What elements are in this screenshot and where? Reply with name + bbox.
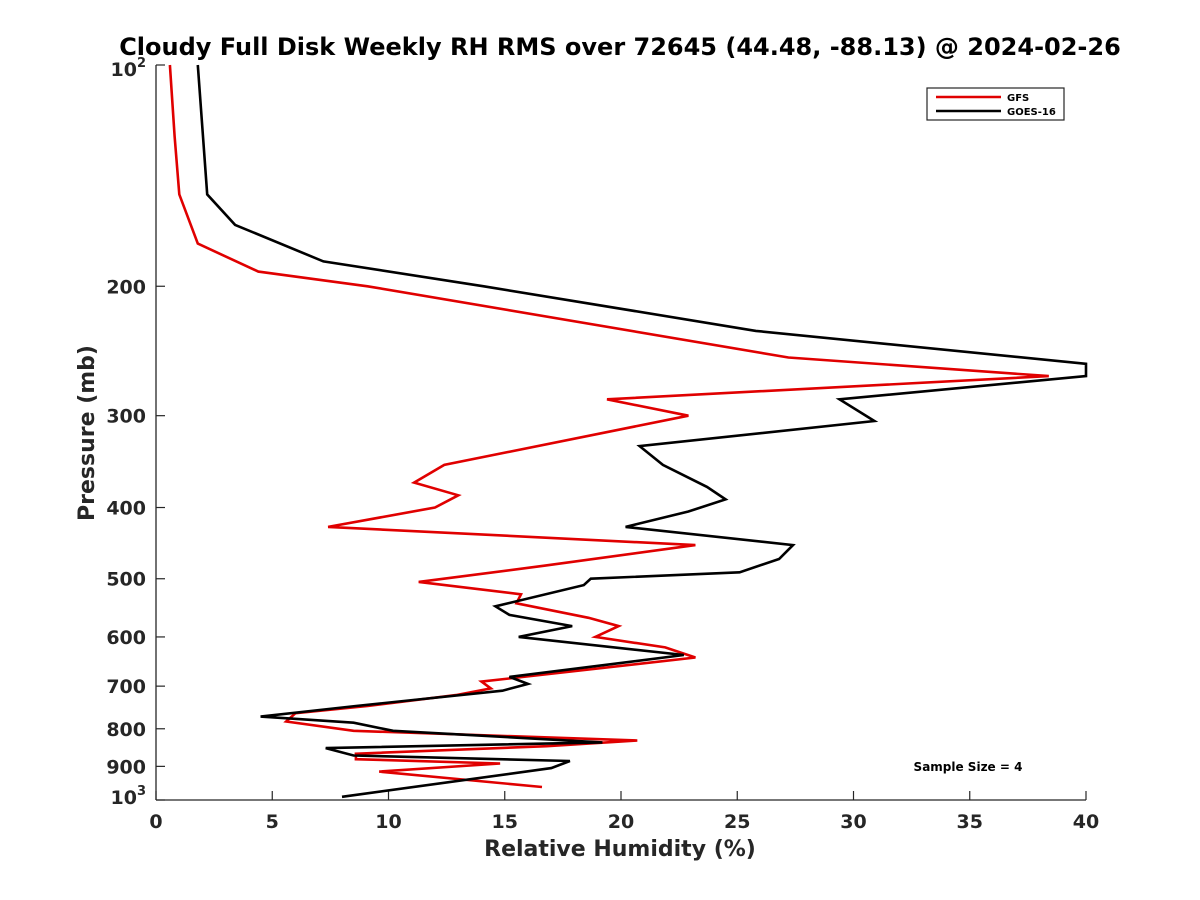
legend-label-gfs: GFS <box>1007 93 1029 104</box>
x-tick-label: 20 <box>608 811 634 833</box>
y-tick-label: 200 <box>106 276 146 298</box>
y-tick-exponent: 2 <box>137 56 146 71</box>
y-tick-label: 600 <box>106 627 146 649</box>
y-tick-label: 102 <box>111 56 147 81</box>
x-tick-label: 15 <box>492 811 518 833</box>
legend: GFS GOES-16 <box>926 87 1065 121</box>
legend-label-goes-16: GOES-16 <box>1007 107 1056 118</box>
y-tick-label: 103 <box>111 784 147 809</box>
legend-box <box>926 87 1065 121</box>
y-tick-label: 400 <box>106 498 146 520</box>
y-tick-label: 700 <box>106 676 146 698</box>
sample-size-annotation: Sample Size = 4 <box>914 760 1023 774</box>
x-tick-label: 25 <box>724 811 750 833</box>
chart-title: Cloudy Full Disk Weekly RH RMS over 7264… <box>119 33 1121 61</box>
plot-axes: 0 5 10 15 20 25 30 35 40102200300400500600700800… <box>106 56 1099 833</box>
y-tick-exponent: 3 <box>137 784 146 799</box>
y-axis-label: Pressure (mb) <box>75 345 100 521</box>
x-tick-label: 10 <box>375 811 401 833</box>
series-line-gfs <box>168 64 1049 789</box>
series-layer <box>168 64 1088 799</box>
y-tick-base: 10 <box>111 59 137 81</box>
y-tick-base: 10 <box>111 787 137 809</box>
x-axis-label: Relative Humidity (%) <box>484 837 756 862</box>
series-line-goes-16 <box>196 64 1088 799</box>
x-tick-label: 35 <box>957 811 983 833</box>
y-tick-label: 800 <box>106 719 146 741</box>
x-tick-label: 40 <box>1073 811 1099 833</box>
x-tick-label: 0 <box>149 811 162 833</box>
x-tick-label: 30 <box>840 811 866 833</box>
y-tick-label: 300 <box>106 406 146 428</box>
y-tick-label: 900 <box>106 756 146 778</box>
x-tick-label: 5 <box>266 811 279 833</box>
y-tick-label: 500 <box>106 569 146 591</box>
